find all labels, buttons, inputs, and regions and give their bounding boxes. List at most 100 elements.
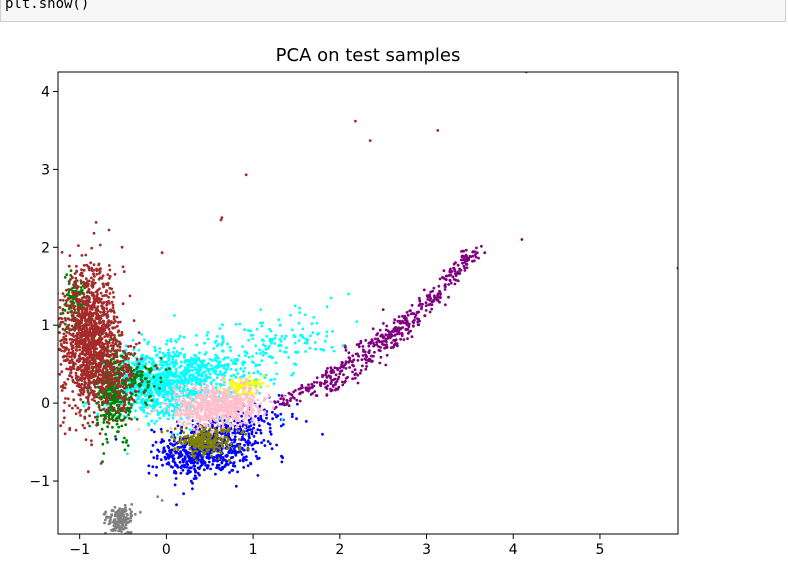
data-point xyxy=(141,360,145,363)
data-point xyxy=(94,362,98,366)
data-point xyxy=(218,441,221,445)
data-point xyxy=(248,441,252,445)
data-point xyxy=(70,375,74,379)
data-point xyxy=(452,278,456,281)
data-point xyxy=(273,377,276,381)
data-point xyxy=(278,349,282,353)
data-point xyxy=(98,243,102,247)
data-point xyxy=(331,329,334,333)
data-point xyxy=(111,341,115,345)
data-point xyxy=(459,258,463,262)
data-point xyxy=(336,368,340,372)
data-point xyxy=(408,309,412,313)
data-point xyxy=(371,327,375,331)
data-point xyxy=(223,464,227,467)
data-point xyxy=(191,481,194,485)
data-point xyxy=(214,436,218,439)
data-point xyxy=(199,460,203,464)
data-point xyxy=(447,283,450,286)
data-point xyxy=(69,269,73,273)
data-point xyxy=(464,253,468,257)
code-cell[interactable]: plt.show() xyxy=(0,0,786,22)
data-point xyxy=(289,392,292,396)
data-point xyxy=(229,380,233,384)
data-point xyxy=(250,432,254,436)
data-point xyxy=(100,377,103,381)
data-point xyxy=(179,445,183,449)
data-point xyxy=(441,275,444,279)
data-point xyxy=(212,378,216,382)
data-point xyxy=(259,428,262,432)
data-point xyxy=(107,421,111,425)
data-point xyxy=(138,382,142,386)
data-point xyxy=(162,360,166,364)
data-point xyxy=(162,355,166,358)
data-point xyxy=(109,308,112,312)
data-point xyxy=(195,391,198,395)
data-point xyxy=(393,326,397,330)
data-point xyxy=(69,365,72,369)
data-point xyxy=(72,311,76,315)
data-point xyxy=(112,408,116,411)
data-point xyxy=(169,337,173,341)
data-point xyxy=(160,430,164,434)
data-point xyxy=(325,380,329,384)
data-point xyxy=(80,363,84,367)
data-point xyxy=(236,431,240,434)
data-point xyxy=(313,341,317,344)
data-point xyxy=(337,385,341,389)
data-point xyxy=(116,330,120,334)
data-point xyxy=(257,456,261,460)
data-point xyxy=(61,298,65,302)
data-point xyxy=(168,449,171,452)
data-point xyxy=(119,342,122,346)
data-point xyxy=(115,360,119,364)
data-point xyxy=(62,355,66,359)
data-point xyxy=(389,346,393,349)
data-point xyxy=(241,435,244,439)
data-point xyxy=(84,376,87,380)
data-point xyxy=(108,277,111,280)
data-point xyxy=(104,290,108,294)
data-point xyxy=(93,298,97,302)
data-point xyxy=(67,282,71,285)
data-point xyxy=(464,248,468,252)
data-point xyxy=(214,353,218,357)
data-point xyxy=(68,254,72,257)
data-point xyxy=(252,382,256,386)
data-point xyxy=(361,345,365,348)
data-point xyxy=(106,281,110,285)
data-point xyxy=(117,363,121,367)
data-point xyxy=(98,368,102,372)
data-point xyxy=(79,305,82,308)
data-point xyxy=(232,447,236,451)
data-point xyxy=(344,348,348,352)
data-point xyxy=(179,360,183,364)
data-point xyxy=(84,349,87,353)
data-point xyxy=(90,293,94,297)
data-point xyxy=(98,338,102,341)
data-point xyxy=(280,344,283,347)
data-point xyxy=(63,322,67,326)
data-point xyxy=(427,294,431,297)
data-point xyxy=(100,427,104,431)
data-point xyxy=(364,358,368,362)
data-point xyxy=(152,361,156,364)
data-point xyxy=(87,289,90,293)
data-point xyxy=(166,384,170,387)
data-point xyxy=(159,441,163,444)
data-point xyxy=(87,394,91,397)
data-point xyxy=(80,289,83,292)
data-point xyxy=(458,267,461,271)
data-point xyxy=(77,308,80,312)
data-point xyxy=(129,353,132,356)
data-point xyxy=(208,427,212,431)
data-point xyxy=(169,451,173,455)
data-point xyxy=(312,316,316,319)
data-point xyxy=(95,378,99,381)
data-point xyxy=(282,401,285,405)
data-point xyxy=(444,274,448,278)
data-point xyxy=(83,345,86,348)
data-point xyxy=(394,329,398,333)
data-point xyxy=(234,376,238,379)
